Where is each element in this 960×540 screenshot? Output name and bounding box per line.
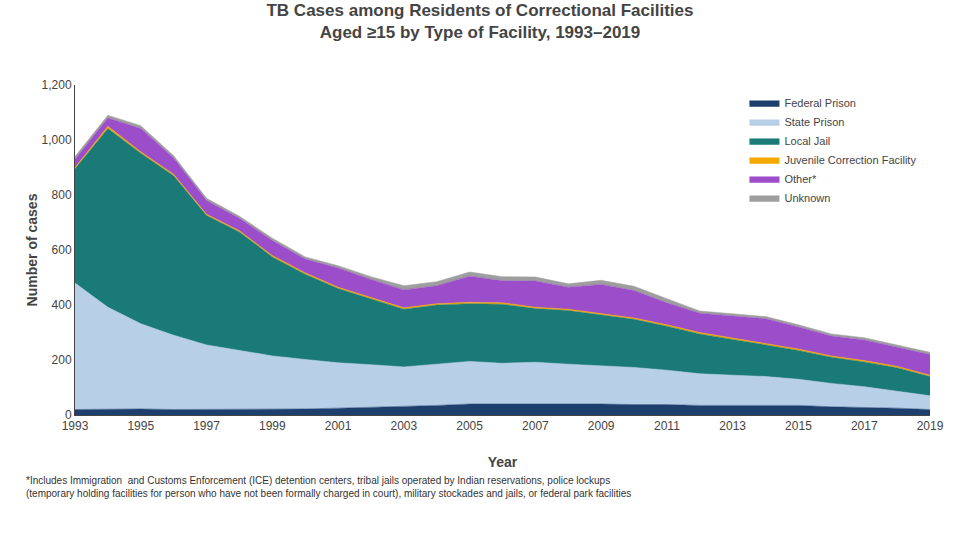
svg-text:Federal Prison: Federal Prison [784, 97, 856, 109]
svg-text:0: 0 [65, 408, 72, 422]
svg-text:2001: 2001 [325, 419, 352, 433]
svg-text:2015: 2015 [785, 419, 812, 433]
svg-text:400: 400 [52, 298, 72, 312]
svg-text:2003: 2003 [390, 419, 417, 433]
svg-text:Year: Year [488, 454, 518, 470]
svg-text:2005: 2005 [456, 419, 483, 433]
svg-text:Local Jail: Local Jail [784, 135, 830, 147]
svg-text:Number of cases: Number of cases [24, 193, 40, 306]
svg-text:600: 600 [52, 243, 72, 257]
svg-text:2009: 2009 [588, 419, 615, 433]
svg-text:Unknown: Unknown [784, 192, 830, 204]
svg-text:*Includes Immigration and Cus: *Includes Immigration and Customs Enforc… [26, 475, 631, 499]
svg-text:2011: 2011 [654, 419, 680, 433]
svg-text:1997: 1997 [193, 419, 220, 433]
svg-text:2007: 2007 [522, 419, 549, 433]
svg-text:Juvenile Correction Facility: Juvenile Correction Facility [784, 154, 916, 166]
svg-text:800: 800 [52, 188, 72, 202]
svg-text:1,200: 1,200 [42, 78, 72, 92]
svg-text:1995: 1995 [127, 419, 154, 433]
svg-text:2013: 2013 [719, 419, 746, 433]
svg-text:State Prison: State Prison [784, 116, 844, 128]
svg-text:1993: 1993 [62, 419, 89, 433]
svg-text:1999: 1999 [259, 419, 286, 433]
svg-text:TB Cases among Residents of Co: TB Cases among Residents of Correctional… [266, 1, 693, 42]
svg-text:Other*: Other* [784, 173, 817, 185]
svg-text:200: 200 [52, 353, 72, 367]
svg-text:2019: 2019 [917, 419, 944, 433]
svg-text:1,000: 1,000 [42, 133, 72, 147]
svg-text:2017: 2017 [851, 419, 878, 433]
